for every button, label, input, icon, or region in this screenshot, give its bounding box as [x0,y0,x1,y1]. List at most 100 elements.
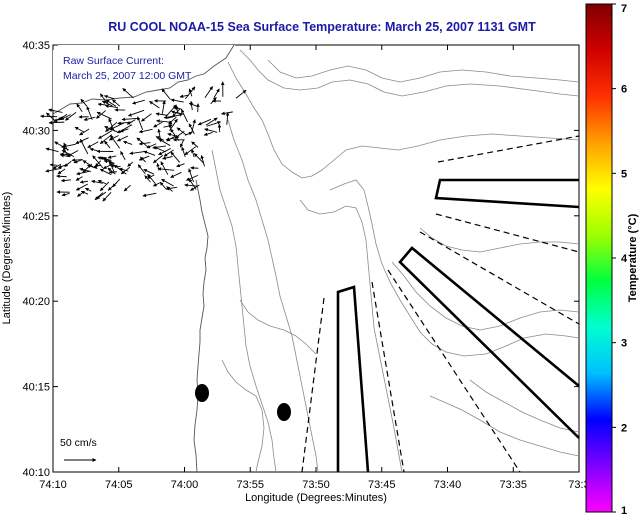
current-vector [98,130,113,139]
y-tick-label: 40:20 [22,296,50,308]
current-vector [120,151,126,160]
current-vector [89,147,101,153]
current-vector [161,100,166,114]
current-vector [45,167,62,173]
current-vector [48,108,63,113]
current-vector [112,178,121,188]
current-vector [191,148,195,158]
current-vector [121,117,139,122]
current-vector [163,149,174,157]
current-vector [205,117,218,126]
coastline [52,44,235,473]
current-vector [153,154,164,164]
current-vector [203,132,213,136]
x-tick-label: 74:00 [171,479,199,491]
current-vector [112,99,121,107]
current-vector [123,184,131,192]
current-vector [75,137,89,144]
x-tick-label: 73:45 [368,479,396,491]
current-vector [176,163,185,168]
current-vector [61,149,75,158]
current-vector [75,183,89,191]
current-vector [94,192,104,201]
colorbar-tick-label: 3 [621,338,627,350]
current-vector [170,171,182,178]
x-tick-label: 74:05 [105,479,133,491]
current-vector [181,146,186,158]
current-vector [147,174,155,179]
colorbar-tick-label: 2 [621,422,627,434]
current-vector [102,191,112,202]
y-tick-label: 40:15 [22,382,50,394]
current-vector [118,167,129,172]
current-vector [60,153,71,158]
current-vector [197,118,212,126]
current-vector [225,112,230,125]
current-vector [165,186,178,191]
map-title: RU COOL NOAA-15 Sea Surface Temperature:… [108,20,536,34]
glider-tracks [336,178,580,473]
current-vector [157,128,161,139]
current-vector [170,98,184,103]
current-vector [190,184,200,191]
track-polygon-south [336,285,370,473]
current-vector [99,134,113,145]
current-vector [123,140,133,145]
current-vector [79,180,88,184]
current-vector [190,166,199,170]
current-vector [108,135,119,141]
station-marker-east [277,403,291,421]
current-vector [99,93,110,106]
current-vector [160,161,169,175]
current-vector [144,175,151,183]
current-vector [117,135,129,142]
map-content: Raw Surface Current: March 25, 2007 12:0… [40,44,580,473]
current-vector [108,118,115,132]
current-vector [170,151,181,163]
current-vector [73,159,83,164]
current-vector [80,190,89,195]
current-vector [165,104,177,117]
current-vector [193,153,205,164]
y-tick-label: 40:35 [22,40,50,52]
current-vector [184,183,198,187]
current-vector [64,112,77,121]
current-vector [80,98,88,107]
current-vector [97,156,108,161]
current-vector [107,155,117,159]
track-polygon-north [434,178,580,209]
current-vector [122,88,134,99]
current-vector [82,160,93,168]
current-vector [95,160,102,167]
current-vector [189,100,194,111]
colorbar-tick-label: 6 [621,84,627,96]
current-vector [48,120,65,125]
current-vector [83,116,96,121]
current-vector [84,187,92,192]
current-vector [184,146,197,156]
current-vector [138,128,153,134]
current-vector [96,110,106,119]
current-vector [136,137,150,149]
current-vector [143,150,156,156]
current-vector [109,122,125,131]
current-vector [108,170,117,174]
current-vector [221,111,233,116]
current-vector [132,99,145,105]
current-vector [87,141,99,149]
x-tick-label: 73:40 [434,479,462,491]
current-vector [79,138,89,155]
current-vector [105,99,117,107]
current-vector [86,106,93,120]
bathymetry-contours [211,49,580,473]
current-note-line1: Raw Surface Current: [63,55,164,67]
track-polygon-east [398,246,580,439]
current-vector [64,160,72,167]
current-vector [168,116,177,125]
y-axis-ticks: 40:10 40:15 40:20 40:25 40:30 40:35 [22,40,579,479]
current-vector [159,181,167,190]
colorbar-ticks: 1 2 3 4 5 6 7 [612,3,628,517]
x-tick-label: 73:3 [568,479,589,491]
current-vector [110,164,121,168]
